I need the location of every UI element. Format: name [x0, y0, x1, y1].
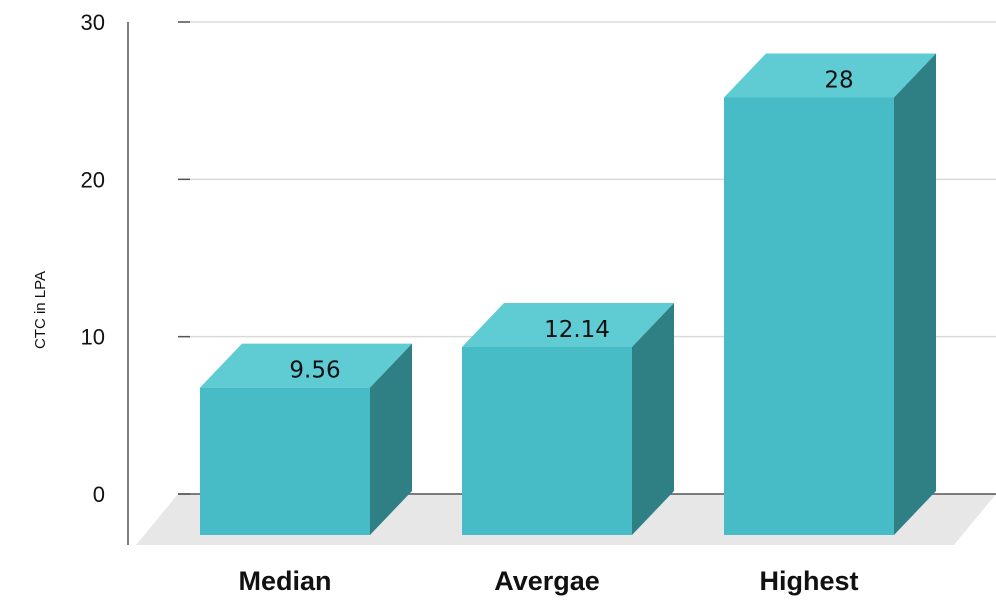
- y-tick-label: 30: [81, 10, 105, 35]
- bar-front: [462, 346, 632, 535]
- bar-value-label: 28: [824, 67, 853, 93]
- bar: [200, 343, 412, 535]
- x-category-label: Avergae: [494, 566, 600, 596]
- bar: [724, 53, 936, 535]
- y-tick-label: 10: [81, 325, 105, 350]
- bar-top: [462, 302, 674, 347]
- bar-side: [370, 343, 412, 535]
- x-category-label: Median: [238, 566, 331, 596]
- bar-value-label: 12.14: [544, 317, 610, 343]
- bar-side: [632, 302, 674, 535]
- y-axis-label: CTC in LPA: [32, 271, 49, 349]
- bar-front: [724, 97, 894, 535]
- bar-top: [200, 343, 412, 388]
- y-tick-label: 0: [93, 482, 105, 507]
- x-category-label: Highest: [759, 566, 858, 596]
- bar-top: [724, 53, 936, 98]
- bar-side: [894, 53, 936, 535]
- bar: [462, 302, 674, 535]
- bar-value-label: 9.56: [289, 358, 340, 384]
- y-tick-label: 20: [81, 167, 105, 192]
- bar-front: [200, 387, 370, 535]
